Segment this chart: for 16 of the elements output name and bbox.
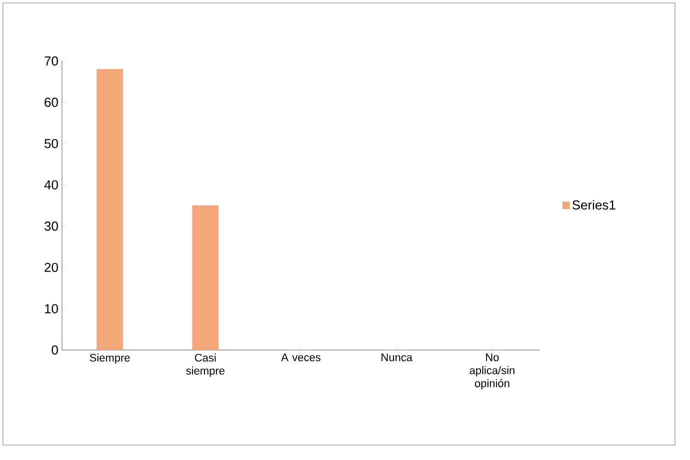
x-tick-label: No aplica/sin opinión: [470, 354, 514, 390]
y-tick-label: 60: [44, 98, 58, 107]
x-tick-label: Nunca: [382, 354, 412, 362]
y-tick-label: 0: [52, 345, 58, 355]
x-tick-label: Siempre: [90, 354, 130, 364]
y-tick-label: 30: [44, 222, 58, 231]
y-tick-label: 50: [44, 138, 58, 148]
y-tick-label: 20: [44, 262, 58, 272]
x-tick-label: A veces: [281, 354, 320, 362]
bar: [96, 69, 124, 350]
y-tick-label: 70: [44, 56, 58, 66]
bar: [192, 205, 219, 350]
legend-label: Series1: [572, 200, 616, 210]
y-tick-label: 10: [44, 304, 58, 314]
x-tick-label: Casi siempre: [186, 354, 224, 377]
y-tick-label: 40: [44, 180, 58, 190]
